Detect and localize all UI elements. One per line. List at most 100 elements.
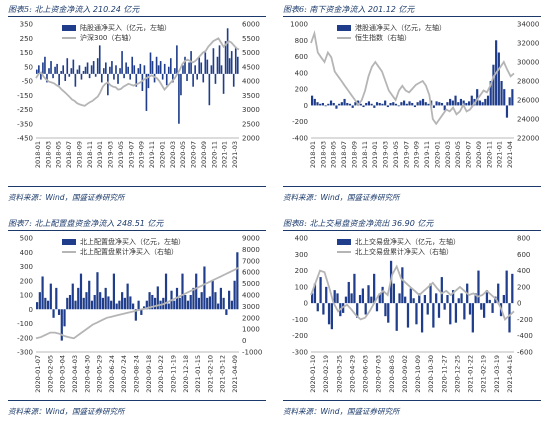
data-bar — [401, 267, 404, 304]
data-bar — [110, 300, 113, 310]
y-left-tick-label: 300 — [20, 263, 33, 271]
y-left-tick-label: 250 — [20, 35, 33, 43]
data-bar — [373, 273, 376, 304]
data-bar — [102, 68, 105, 74]
data-bar — [408, 101, 411, 106]
y-right-tick-label: 4000 — [242, 292, 260, 300]
data-bar — [236, 252, 239, 310]
y-right-tick-label: 3000 — [242, 106, 260, 114]
data-bar — [497, 52, 500, 106]
y-right-tick-label: 5000 — [242, 280, 260, 288]
data-bar — [503, 89, 506, 106]
data-bar — [435, 101, 438, 106]
data-bar — [364, 303, 367, 315]
data-bar — [66, 297, 69, 310]
data-bar — [468, 303, 472, 315]
title-rule — [8, 16, 266, 17]
data-bar — [123, 297, 126, 310]
legend-label: 北上交易盘累计净买入（右轴） — [355, 247, 453, 256]
chart-svg: -400 -200 0 200 400 600 800 1000 22000 24000 26000… — [290, 21, 539, 169]
data-bar — [82, 71, 85, 74]
x-tick-label: 2021-04 — [506, 141, 514, 168]
chart-panel-6: 图表6: 南下资金净流入 201.12 亿元 -400 -200 0 200 400 60… — [275, 0, 550, 214]
data-bar — [218, 45, 221, 74]
x-tick-label: 2019-03 — [382, 141, 390, 168]
data-bar — [488, 299, 491, 304]
data-bar — [164, 273, 168, 310]
y-left-tick-label: -150 — [17, 92, 33, 100]
data-bar — [511, 89, 514, 106]
data-bar — [340, 102, 343, 106]
x-tick-label: 2020-10-09 — [414, 355, 422, 393]
data-bar — [105, 62, 107, 74]
data-bar — [186, 300, 190, 310]
data-bar — [359, 103, 362, 106]
data-bar — [440, 102, 444, 106]
data-bar — [195, 273, 198, 310]
data-bar — [159, 61, 162, 74]
y-right-tick-label: 2000 — [242, 135, 260, 143]
data-bar — [38, 292, 41, 310]
y-left-tick-label: -350 — [17, 120, 33, 128]
x-tick-label: 2021-01 — [221, 141, 229, 168]
x-tick-label: 2021-04-09 — [231, 355, 239, 393]
data-bar — [117, 73, 119, 84]
x-tick-label: 2020-01 — [158, 141, 166, 168]
data-bar — [129, 73, 132, 80]
data-bar — [411, 102, 414, 106]
data-bar — [184, 295, 187, 310]
x-tick-label: 2020-10-22 — [157, 355, 165, 393]
x-tick-label: 2020-07-24 — [120, 355, 128, 393]
y-right-tick-label: 2500 — [242, 120, 260, 128]
y-left-tick-label: 100 — [295, 283, 308, 291]
x-tick-label: 2020-01-07 — [34, 355, 42, 393]
data-bar — [398, 293, 401, 304]
data-bar — [176, 45, 178, 74]
data-bar — [98, 45, 101, 74]
y-left-tick-label: -100 — [17, 320, 33, 328]
data-bar — [437, 303, 441, 318]
data-bar — [392, 283, 396, 304]
data-bar — [55, 287, 58, 310]
legend-label: 北上配置盘累计净买入（右轴） — [80, 247, 178, 256]
data-bar — [145, 300, 148, 310]
data-bar — [316, 303, 319, 312]
data-bar — [429, 283, 432, 304]
y-right-tick-label: 28000 — [517, 78, 539, 86]
x-tick-label: 2018-05 — [55, 141, 63, 168]
x-tick-label: 2019-07 — [127, 141, 135, 168]
data-bar — [440, 277, 443, 304]
data-bar — [202, 73, 205, 83]
data-bar — [329, 100, 333, 106]
x-tick-label: 2020-10-30 — [427, 355, 435, 393]
y-left-tick-label: 50 — [24, 63, 33, 71]
data-bar — [149, 52, 152, 74]
data-bar — [463, 303, 466, 320]
data-bar — [443, 303, 446, 310]
data-bar — [346, 102, 349, 106]
y-left-tick-label: 200 — [20, 277, 33, 285]
data-bar — [96, 272, 99, 310]
data-bar — [400, 102, 403, 106]
data-bar — [343, 98, 346, 106]
y-right-tick-label: 3500 — [242, 92, 260, 100]
data-bar — [180, 73, 182, 96]
data-bar — [384, 100, 387, 106]
x-tick-label: 2021-03 — [231, 141, 239, 168]
data-bar — [104, 287, 107, 310]
data-bar — [420, 303, 424, 333]
data-bar — [178, 297, 181, 310]
y-left-tick-label: -100 — [292, 316, 308, 324]
data-bar — [132, 303, 135, 310]
data-bar — [342, 303, 345, 313]
data-bar — [192, 287, 195, 310]
data-bar — [413, 105, 417, 108]
series-line — [35, 266, 240, 340]
x-tick-label: 2019-11 — [423, 141, 431, 168]
data-bar — [421, 98, 425, 106]
data-bar — [167, 66, 170, 74]
data-bar — [204, 52, 207, 74]
data-bar — [127, 66, 129, 74]
y-right-tick-label: 600 — [517, 251, 530, 259]
y-right-tick-label: 4000 — [242, 78, 260, 86]
